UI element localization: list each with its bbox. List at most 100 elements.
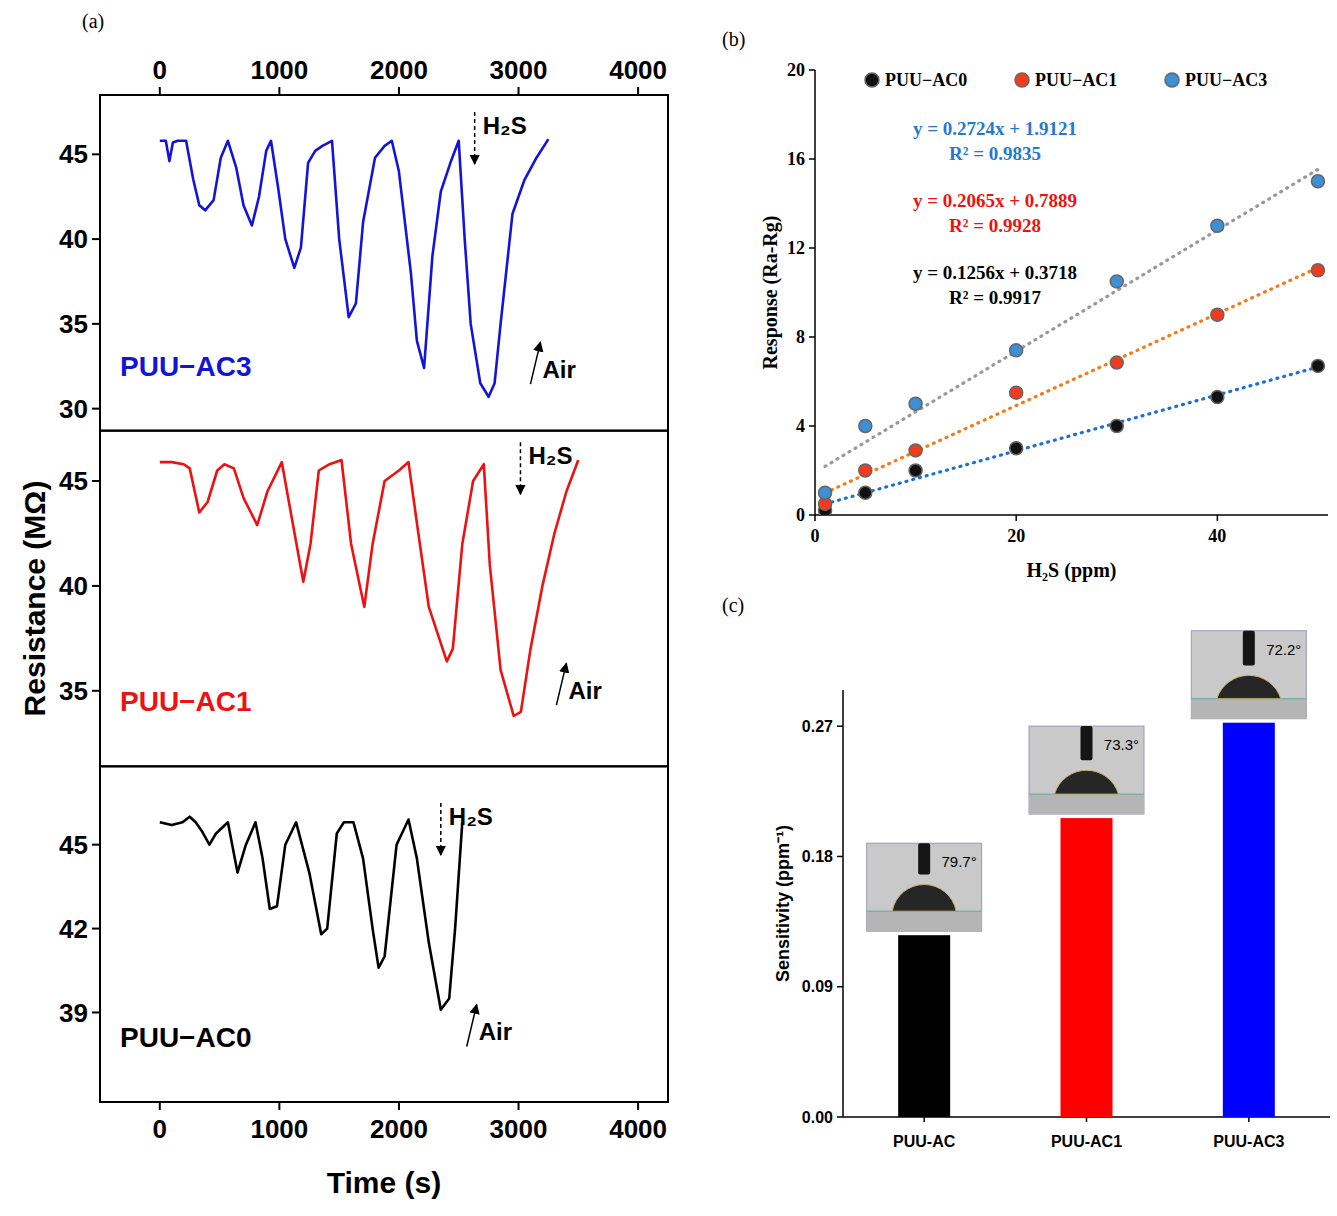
gas-in-arrow	[474, 112, 476, 164]
x-tick	[814, 515, 816, 521]
y-tick	[809, 336, 815, 338]
bar	[1223, 723, 1275, 1117]
y-tick	[92, 323, 100, 325]
data-point	[1110, 356, 1123, 369]
y-tick-label: 0	[796, 505, 805, 525]
annotation: Air	[568, 677, 601, 704]
panel-label: (a)	[82, 10, 104, 33]
annotation: Air	[542, 356, 575, 383]
air-arrow	[530, 342, 540, 384]
resistance-curve	[160, 817, 463, 1010]
inset-frame	[1029, 726, 1144, 814]
bar	[898, 935, 950, 1117]
y-tick	[809, 425, 815, 427]
x-tick	[398, 87, 400, 95]
y-tick	[92, 585, 100, 587]
fit-r2: R² = 0.9835	[949, 143, 1041, 164]
air-arrow	[556, 663, 566, 705]
x-tick	[637, 87, 639, 95]
fit-equation: y = 0.2065x + 0.7889	[913, 190, 1077, 211]
resistance-panel: 3035404501000200030004000PUU−AC3H₂SAir	[59, 55, 668, 431]
x-tick	[1015, 515, 1017, 521]
y-tick-label: 30	[59, 394, 88, 424]
annotation: H₂S	[528, 442, 572, 469]
x-tick	[1086, 1117, 1088, 1122]
data-point	[909, 444, 922, 457]
contact-angle-inset: 72.2°	[1191, 631, 1306, 719]
data-point	[859, 486, 872, 499]
contact-angle-label: 72.2°	[1266, 641, 1301, 658]
y-tick-label: 20	[787, 60, 805, 80]
x-tick	[1217, 515, 1219, 521]
y-tick-label: 40	[59, 571, 88, 601]
y-tick	[92, 480, 100, 482]
x-tick-label: 1000	[250, 55, 308, 85]
fit-line	[825, 268, 1318, 493]
resistance-panel: 39424501000200030004000PUU−AC0H₂SAir	[59, 766, 668, 1144]
contact-angle-label: 73.3°	[1104, 736, 1139, 753]
x-axis-title: H₂S (ppm)	[1027, 559, 1117, 582]
legend-marker	[865, 73, 879, 87]
x-tick-label: 3000	[490, 55, 548, 85]
x-tick	[278, 1102, 280, 1110]
needle	[1243, 631, 1255, 666]
x-axis-line	[815, 514, 1328, 516]
annotation: Air	[479, 1018, 512, 1045]
y-tick	[809, 158, 815, 160]
x-tick-label: 0	[153, 1114, 167, 1144]
x-tick-label: 0	[811, 526, 820, 546]
fit-equation: y = 0.1256x + 0.3718	[913, 262, 1077, 283]
plot-frame	[100, 766, 668, 1102]
y-axis-title: Sensitivity (ppm⁻¹)	[773, 825, 793, 982]
x-tick	[637, 1102, 639, 1110]
figure: 3035404501000200030004000PUU−AC3H₂SAir(a…	[0, 0, 1337, 1216]
x-tick-label: PUU-AC3	[1213, 1133, 1284, 1150]
data-point	[819, 486, 832, 499]
y-tick	[809, 69, 815, 71]
panel-label: (b)	[722, 28, 745, 51]
bar	[1061, 818, 1113, 1117]
y-tick-label: 16	[787, 149, 805, 169]
gas-in-arrow	[440, 803, 442, 855]
x-tick-label: 1000	[250, 1114, 308, 1144]
gas-in-arrow	[520, 442, 522, 494]
y-tick-label: 45	[59, 139, 88, 169]
legend-marker	[1015, 73, 1029, 87]
legend-label: PUU−AC1	[1035, 70, 1117, 90]
x-tick-label: 40	[1208, 526, 1226, 546]
inset-substrate	[1191, 699, 1306, 719]
legend-label: PUU−AC3	[1185, 70, 1267, 90]
fit-line	[825, 169, 1318, 466]
inset-frame	[867, 843, 982, 931]
y-tick-label: 39	[59, 998, 88, 1028]
fit-r2: R² = 0.9917	[949, 287, 1041, 308]
series-label: PUU−AC1	[120, 686, 251, 717]
contact-angle-label: 79.7°	[941, 853, 976, 870]
data-point	[1211, 308, 1224, 321]
y-tick-label: 12	[787, 238, 805, 258]
legend-label: PUU−AC0	[885, 70, 967, 90]
sensitivity-panel: (c)0.000.090.180.27Sensitivity (ppm⁻¹)PU…	[722, 594, 1330, 1150]
data-point	[1110, 420, 1123, 433]
y-tick-label: 4	[796, 416, 805, 436]
needle	[1081, 726, 1093, 760]
x-tick	[398, 1102, 400, 1110]
y-tick	[92, 238, 100, 240]
response-panel: (b)04812162002040H₂S (ppm)Response (Ra-R…	[722, 28, 1328, 582]
y-tick-label: 45	[59, 830, 88, 860]
data-point	[909, 397, 922, 410]
y-axis-line	[814, 70, 816, 515]
fit-r2: R² = 0.9928	[949, 215, 1041, 236]
y-axis-title: Resistance (MΩ)	[18, 481, 51, 717]
needle	[918, 843, 930, 874]
inset-substrate	[1029, 794, 1144, 814]
resistance-curve	[160, 460, 579, 716]
y-tick	[837, 856, 843, 858]
panel-label: (c)	[722, 594, 744, 617]
x-tick-label: 0	[153, 55, 167, 85]
x-tick-label: 3000	[490, 1114, 548, 1144]
fit-line	[825, 367, 1318, 504]
y-tick	[837, 1116, 843, 1118]
x-tick	[159, 87, 161, 95]
droplet	[1217, 675, 1281, 698]
